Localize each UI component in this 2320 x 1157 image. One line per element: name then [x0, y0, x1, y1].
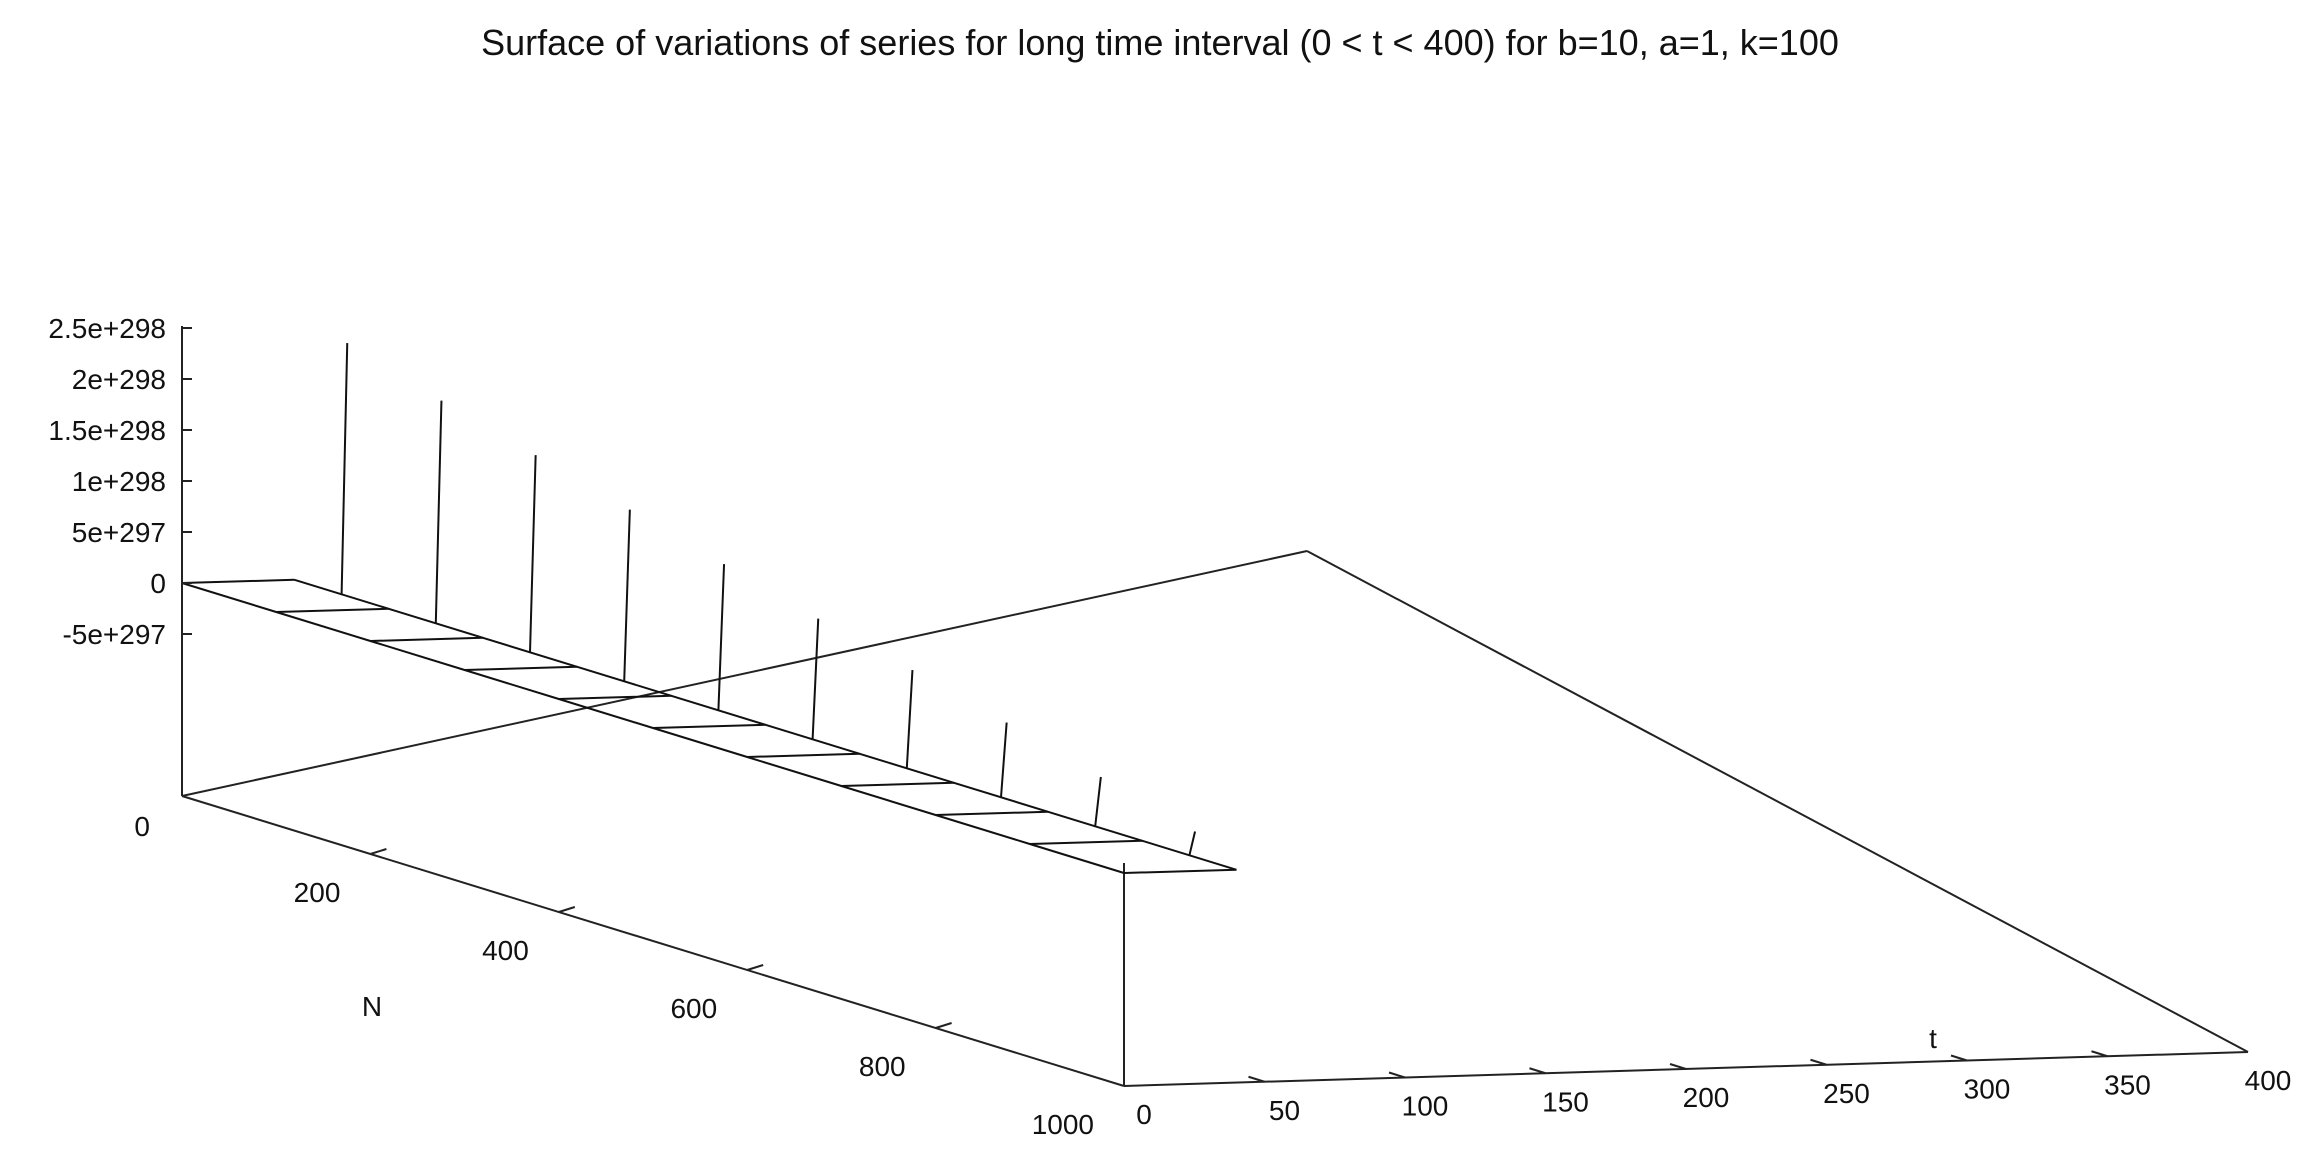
t-tick-label: 200 — [1683, 1082, 1730, 1113]
t-tick-mark — [1529, 1067, 1546, 1075]
back-floor-edge — [181, 550, 1308, 797]
mesh-cross-line — [935, 810, 1049, 816]
n-axis-label: N — [362, 991, 382, 1022]
n-tick-label: 400 — [482, 935, 529, 966]
t-tick-mark — [2091, 1050, 2108, 1058]
t-tick-label: 0 — [1136, 1099, 1152, 1130]
surface-spike — [434, 400, 443, 624]
z-tick-label: 1.5e+298 — [48, 415, 166, 446]
t-tick-label: 100 — [1402, 1091, 1449, 1122]
t-tick-label: 350 — [2104, 1069, 2151, 1100]
n-tick-label: 600 — [670, 993, 717, 1024]
axis-box — [181, 326, 2249, 1087]
z-tick-label: 5e+297 — [72, 517, 166, 548]
n-axis-ticks: 200 400 600 800 1000 — [294, 848, 1094, 1140]
mesh-cross-line — [652, 723, 766, 729]
surface-spike — [340, 343, 349, 595]
chart-title: Surface of variations of series for long… — [481, 22, 1839, 63]
z-tick-label: 2e+298 — [72, 364, 166, 395]
surface-spike — [1000, 722, 1008, 798]
surface-mesh — [181, 343, 1237, 874]
surface-spike — [717, 564, 726, 711]
t-tick-mark — [1248, 1075, 1265, 1083]
n-tick-label: 200 — [294, 877, 341, 908]
t-tick-mark — [1950, 1054, 1968, 1062]
t-tick-label: 50 — [1269, 1095, 1300, 1126]
surface-spike — [905, 670, 914, 769]
mesh-cross-line — [276, 607, 389, 613]
z-tick-label: 2.5e+298 — [48, 313, 166, 344]
n-tick-label: 800 — [859, 1051, 906, 1082]
mesh-cross-line — [464, 665, 578, 671]
surface-spike — [623, 509, 631, 682]
z-tick-label: -5e+297 — [62, 619, 166, 650]
mesh-cross-line — [747, 752, 860, 758]
n-tick-mark — [935, 1022, 952, 1029]
mesh-cross-line — [370, 636, 483, 642]
surface-spike — [1094, 776, 1102, 827]
right-back-edge — [1306, 550, 2249, 1053]
n-tick-mark — [558, 906, 576, 913]
t-tick-mark — [1810, 1058, 1827, 1066]
mesh-cross-line — [1123, 868, 1237, 874]
t-tick-label: 250 — [1823, 1078, 1870, 1109]
t-tick-label: 300 — [1964, 1074, 2011, 1105]
n-tick-mark — [370, 848, 387, 855]
mesh-cross-line — [841, 781, 954, 787]
t-tick-label: 150 — [1542, 1086, 1589, 1117]
t-tick-label: 400 — [2245, 1065, 2292, 1096]
t-axis-label: t — [1929, 1023, 1937, 1054]
t-tick-mark — [1388, 1071, 1406, 1079]
mesh-cross-line — [181, 578, 295, 584]
n-axis-line — [181, 795, 1125, 1087]
mesh-cross-line — [1029, 839, 1143, 845]
t-tick-mark — [1669, 1063, 1687, 1070]
n-origin-label: 0 — [134, 811, 150, 842]
n-tick-label: 1000 — [1032, 1109, 1094, 1140]
z-tick-label: 1e+298 — [72, 466, 166, 497]
n-tick-mark — [746, 964, 764, 971]
surface-spike — [811, 618, 820, 740]
surface-spike — [1188, 831, 1197, 856]
t-axis-ticks: 0 50 100 150 200 250 300 350 400 — [1136, 1050, 2292, 1130]
surface-spike — [529, 455, 537, 653]
z-tick-label: 0 — [150, 568, 166, 599]
z-axis-ticks: 2.5e+298 2e+298 1.5e+298 1e+298 5e+297 0 -5e+2… — [48, 313, 192, 842]
mesh-cross-line — [558, 694, 672, 700]
